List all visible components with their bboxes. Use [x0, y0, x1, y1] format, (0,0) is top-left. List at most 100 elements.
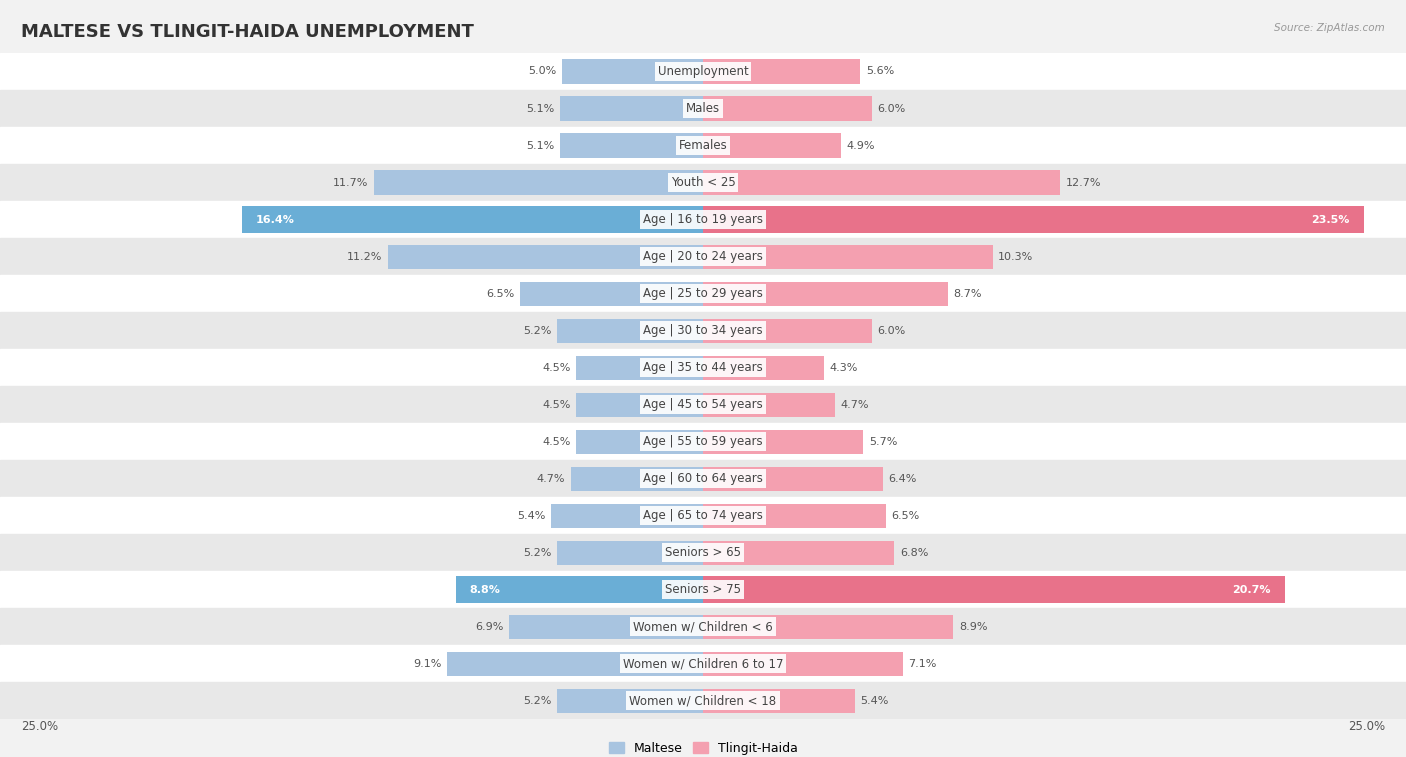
Text: 5.1%: 5.1%	[526, 141, 554, 151]
Text: 7.1%: 7.1%	[908, 659, 936, 668]
Bar	[560, 96, 703, 120]
Text: 4.5%: 4.5%	[543, 363, 571, 372]
Text: Age | 30 to 34 years: Age | 30 to 34 years	[643, 324, 763, 337]
Text: 4.5%: 4.5%	[543, 437, 571, 447]
Text: 6.8%: 6.8%	[900, 547, 928, 558]
Text: 5.7%: 5.7%	[869, 437, 897, 447]
Text: 9.1%: 9.1%	[413, 659, 441, 668]
Bar	[388, 245, 703, 269]
Text: 10.3%: 10.3%	[998, 251, 1033, 261]
Bar	[0, 460, 1406, 497]
Text: 5.1%: 5.1%	[526, 104, 554, 114]
Text: Age | 20 to 24 years: Age | 20 to 24 years	[643, 250, 763, 263]
Bar	[557, 540, 703, 565]
Bar	[703, 615, 953, 639]
Text: 5.6%: 5.6%	[866, 67, 894, 76]
Legend: Maltese, Tlingit-Haida: Maltese, Tlingit-Haida	[603, 737, 803, 757]
Text: Women w/ Children 6 to 17: Women w/ Children 6 to 17	[623, 657, 783, 670]
Text: 8.8%: 8.8%	[470, 584, 501, 594]
Bar	[560, 133, 703, 157]
Bar	[0, 201, 1406, 238]
Text: Women w/ Children < 6: Women w/ Children < 6	[633, 620, 773, 633]
Text: Unemployment: Unemployment	[658, 65, 748, 78]
Bar	[576, 356, 703, 379]
Bar	[703, 393, 835, 416]
Text: 11.7%: 11.7%	[333, 178, 368, 188]
Text: 6.4%: 6.4%	[889, 474, 917, 484]
Bar	[0, 497, 1406, 534]
Text: Age | 55 to 59 years: Age | 55 to 59 years	[643, 435, 763, 448]
Text: 25.0%: 25.0%	[1348, 720, 1385, 734]
Bar	[703, 356, 824, 379]
Text: 5.0%: 5.0%	[529, 67, 557, 76]
Text: Seniors > 65: Seniors > 65	[665, 546, 741, 559]
Bar	[571, 466, 703, 491]
Text: 12.7%: 12.7%	[1066, 178, 1101, 188]
Bar	[0, 312, 1406, 349]
Text: Age | 35 to 44 years: Age | 35 to 44 years	[643, 361, 763, 374]
Text: Women w/ Children < 18: Women w/ Children < 18	[630, 694, 776, 707]
Text: 16.4%: 16.4%	[256, 214, 295, 225]
Text: 4.7%: 4.7%	[537, 474, 565, 484]
Bar	[0, 534, 1406, 571]
Text: 23.5%: 23.5%	[1312, 214, 1350, 225]
Bar	[0, 682, 1406, 719]
Bar	[703, 319, 872, 343]
Bar	[703, 466, 883, 491]
Bar	[703, 689, 855, 712]
Text: 20.7%: 20.7%	[1233, 584, 1271, 594]
Bar	[0, 53, 1406, 90]
Text: 6.0%: 6.0%	[877, 326, 905, 335]
Text: 5.4%: 5.4%	[517, 511, 546, 521]
Text: 25.0%: 25.0%	[21, 720, 58, 734]
Bar	[703, 540, 894, 565]
Bar	[562, 60, 703, 83]
Bar	[703, 503, 886, 528]
Text: 6.5%: 6.5%	[486, 288, 515, 298]
Bar	[557, 319, 703, 343]
Bar	[703, 133, 841, 157]
Bar	[551, 503, 703, 528]
Text: Females: Females	[679, 139, 727, 152]
Bar	[703, 96, 872, 120]
Bar	[703, 60, 860, 83]
Text: Males: Males	[686, 102, 720, 115]
Bar	[0, 423, 1406, 460]
Bar	[447, 652, 703, 676]
Text: 5.2%: 5.2%	[523, 326, 551, 335]
Bar	[703, 245, 993, 269]
Bar	[520, 282, 703, 306]
Bar	[703, 576, 1285, 603]
Bar	[0, 238, 1406, 275]
Text: Age | 65 to 74 years: Age | 65 to 74 years	[643, 509, 763, 522]
Bar	[703, 170, 1060, 195]
Bar	[557, 689, 703, 712]
Text: Source: ZipAtlas.com: Source: ZipAtlas.com	[1274, 23, 1385, 33]
Text: 6.0%: 6.0%	[877, 104, 905, 114]
Text: 4.5%: 4.5%	[543, 400, 571, 410]
Bar	[456, 576, 703, 603]
Bar	[0, 90, 1406, 127]
Text: 4.7%: 4.7%	[841, 400, 869, 410]
Text: Age | 25 to 29 years: Age | 25 to 29 years	[643, 287, 763, 300]
Text: 6.9%: 6.9%	[475, 621, 503, 631]
Bar	[509, 615, 703, 639]
Bar	[374, 170, 703, 195]
Text: Youth < 25: Youth < 25	[671, 176, 735, 189]
Bar	[703, 652, 903, 676]
Text: Seniors > 75: Seniors > 75	[665, 583, 741, 596]
Text: 11.2%: 11.2%	[347, 251, 382, 261]
Text: Age | 60 to 64 years: Age | 60 to 64 years	[643, 472, 763, 485]
Bar	[0, 571, 1406, 608]
Bar	[0, 608, 1406, 645]
Text: Age | 45 to 54 years: Age | 45 to 54 years	[643, 398, 763, 411]
Bar	[0, 386, 1406, 423]
Text: 6.5%: 6.5%	[891, 511, 920, 521]
Text: 4.9%: 4.9%	[846, 141, 875, 151]
Text: 5.4%: 5.4%	[860, 696, 889, 706]
Text: MALTESE VS TLINGIT-HAIDA UNEMPLOYMENT: MALTESE VS TLINGIT-HAIDA UNEMPLOYMENT	[21, 23, 474, 41]
Text: 8.9%: 8.9%	[959, 621, 987, 631]
Bar	[703, 282, 948, 306]
Bar	[703, 429, 863, 453]
Bar	[703, 206, 1364, 233]
